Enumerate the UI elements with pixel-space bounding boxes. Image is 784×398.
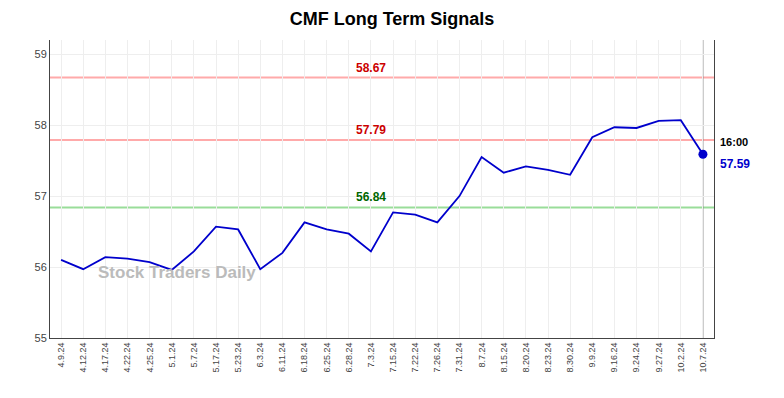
svg-text:8.23.24: 8.23.24 <box>543 343 553 373</box>
svg-text:9.27.24: 9.27.24 <box>654 343 664 373</box>
svg-text:6.25.24: 6.25.24 <box>322 343 332 373</box>
svg-text:8.15.24: 8.15.24 <box>499 343 509 373</box>
svg-text:6.3.24: 6.3.24 <box>255 343 265 368</box>
svg-text:57.79: 57.79 <box>356 123 386 137</box>
svg-text:57.59: 57.59 <box>720 157 750 171</box>
svg-text:7.31.24: 7.31.24 <box>454 343 464 373</box>
svg-text:4.25.24: 4.25.24 <box>145 343 155 373</box>
svg-text:4.9.24: 4.9.24 <box>56 343 66 368</box>
svg-text:7.22.24: 7.22.24 <box>410 343 420 373</box>
svg-text:Stock Traders Daily: Stock Traders Daily <box>98 263 256 282</box>
svg-text:6.18.24: 6.18.24 <box>299 343 309 373</box>
svg-text:57: 57 <box>35 190 47 202</box>
svg-text:10.2.24: 10.2.24 <box>676 343 686 373</box>
svg-text:CMF Long Term Signals: CMF Long Term Signals <box>290 9 495 29</box>
svg-text:58.67: 58.67 <box>356 61 386 75</box>
svg-text:7.3.24: 7.3.24 <box>366 343 376 368</box>
svg-text:9.9.24: 9.9.24 <box>587 343 597 368</box>
svg-text:4.22.24: 4.22.24 <box>122 343 132 373</box>
svg-text:6.11.24: 6.11.24 <box>277 343 287 372</box>
svg-text:9.24.24: 9.24.24 <box>631 343 641 373</box>
svg-text:10.7.24: 10.7.24 <box>698 343 708 373</box>
svg-text:56: 56 <box>35 261 47 273</box>
svg-text:6.28.24: 6.28.24 <box>344 343 354 373</box>
svg-text:8.20.24: 8.20.24 <box>521 343 531 373</box>
svg-text:5.7.24: 5.7.24 <box>189 343 199 368</box>
svg-text:4.17.24: 4.17.24 <box>100 343 110 373</box>
svg-text:55: 55 <box>35 332 47 344</box>
svg-text:58: 58 <box>35 119 47 131</box>
svg-text:7.26.24: 7.26.24 <box>432 343 442 373</box>
svg-text:5.1.24: 5.1.24 <box>167 343 177 368</box>
svg-text:5.17.24: 5.17.24 <box>211 343 221 373</box>
svg-text:7.15.24: 7.15.24 <box>388 343 398 373</box>
svg-text:5.23.24: 5.23.24 <box>233 343 243 373</box>
svg-text:16:00: 16:00 <box>720 136 748 148</box>
svg-text:4.12.24: 4.12.24 <box>78 343 88 373</box>
svg-text:9.16.24: 9.16.24 <box>609 343 619 373</box>
svg-text:56.84: 56.84 <box>356 190 386 204</box>
svg-text:8.30.24: 8.30.24 <box>565 343 575 373</box>
svg-text:59: 59 <box>35 48 47 60</box>
svg-text:8.7.24: 8.7.24 <box>477 343 487 368</box>
